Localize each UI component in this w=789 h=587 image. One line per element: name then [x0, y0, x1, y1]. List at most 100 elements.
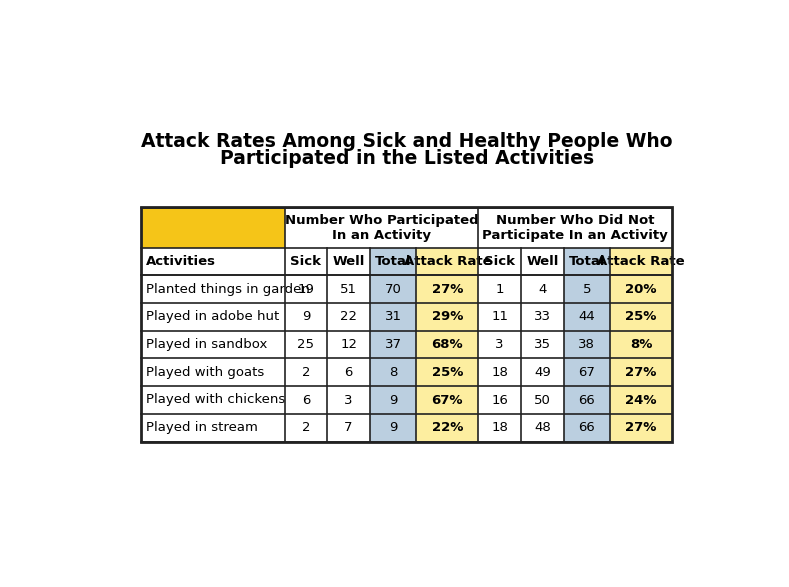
- Text: 22: 22: [340, 311, 357, 323]
- Text: 25: 25: [297, 338, 315, 351]
- Bar: [141, 207, 672, 441]
- Text: 51: 51: [340, 282, 357, 296]
- Bar: [478, 414, 521, 441]
- Bar: [521, 386, 563, 414]
- Bar: [610, 303, 672, 330]
- Text: 33: 33: [534, 311, 551, 323]
- Bar: [327, 248, 370, 275]
- Bar: [478, 275, 521, 303]
- Bar: [610, 248, 672, 275]
- Text: 2: 2: [301, 421, 310, 434]
- Text: 2: 2: [301, 366, 310, 379]
- Bar: [141, 386, 285, 414]
- Bar: [563, 386, 610, 414]
- Bar: [285, 330, 327, 359]
- Bar: [417, 359, 478, 386]
- Text: 9: 9: [389, 421, 398, 434]
- Bar: [370, 330, 417, 359]
- Bar: [327, 414, 370, 441]
- Text: Played in stream: Played in stream: [146, 421, 258, 434]
- Text: Attack Rate: Attack Rate: [403, 255, 492, 268]
- Bar: [610, 275, 672, 303]
- Bar: [563, 248, 610, 275]
- Text: 27%: 27%: [432, 282, 463, 296]
- Bar: [327, 275, 370, 303]
- Text: Played in adobe hut: Played in adobe hut: [146, 311, 279, 323]
- Bar: [370, 275, 417, 303]
- Text: 67: 67: [578, 366, 596, 379]
- Text: 27%: 27%: [626, 421, 656, 434]
- Text: 5: 5: [582, 282, 591, 296]
- Text: 50: 50: [534, 393, 551, 407]
- Bar: [285, 386, 327, 414]
- Text: Sick: Sick: [290, 255, 321, 268]
- Bar: [521, 275, 563, 303]
- Bar: [417, 330, 478, 359]
- Text: 6: 6: [301, 393, 310, 407]
- Bar: [521, 248, 563, 275]
- Bar: [285, 303, 327, 330]
- Bar: [141, 359, 285, 386]
- Bar: [327, 386, 370, 414]
- Bar: [478, 359, 521, 386]
- Text: 4: 4: [538, 282, 547, 296]
- Bar: [285, 359, 327, 386]
- Bar: [417, 414, 478, 441]
- Bar: [417, 248, 478, 275]
- Text: 11: 11: [492, 311, 508, 323]
- Bar: [370, 303, 417, 330]
- Bar: [478, 330, 521, 359]
- Text: 18: 18: [492, 421, 508, 434]
- Text: Sick: Sick: [484, 255, 515, 268]
- Bar: [478, 386, 521, 414]
- Text: 70: 70: [385, 282, 402, 296]
- Text: Activities: Activities: [146, 255, 216, 268]
- Text: 6: 6: [344, 366, 353, 379]
- Bar: [563, 414, 610, 441]
- Text: 44: 44: [578, 311, 595, 323]
- Text: 18: 18: [492, 366, 508, 379]
- Text: Well: Well: [526, 255, 559, 268]
- Bar: [417, 303, 478, 330]
- Text: 29%: 29%: [432, 311, 463, 323]
- Bar: [563, 359, 610, 386]
- Text: 35: 35: [534, 338, 551, 351]
- Text: 24%: 24%: [626, 393, 657, 407]
- Text: 66: 66: [578, 393, 595, 407]
- Text: Total: Total: [569, 255, 605, 268]
- Text: 49: 49: [534, 366, 551, 379]
- Bar: [327, 330, 370, 359]
- Text: 37: 37: [384, 338, 402, 351]
- Bar: [478, 303, 521, 330]
- Bar: [285, 275, 327, 303]
- Bar: [521, 303, 563, 330]
- Bar: [370, 414, 417, 441]
- Bar: [610, 386, 672, 414]
- Bar: [141, 330, 285, 359]
- Bar: [521, 330, 563, 359]
- Bar: [563, 303, 610, 330]
- Bar: [285, 414, 327, 441]
- Text: Number Who Participated
In an Activity: Number Who Participated In an Activity: [285, 214, 478, 241]
- Text: 27%: 27%: [626, 366, 656, 379]
- Bar: [370, 359, 417, 386]
- Bar: [563, 330, 610, 359]
- Text: Played with chickens: Played with chickens: [146, 393, 285, 407]
- Bar: [610, 359, 672, 386]
- Bar: [285, 207, 478, 248]
- Text: Participated in the Listed Activities: Participated in the Listed Activities: [219, 149, 594, 168]
- Bar: [417, 275, 478, 303]
- Text: 38: 38: [578, 338, 596, 351]
- Bar: [478, 207, 672, 248]
- Bar: [141, 275, 285, 303]
- Text: 25%: 25%: [626, 311, 656, 323]
- Bar: [327, 359, 370, 386]
- Bar: [563, 275, 610, 303]
- Text: 3: 3: [495, 338, 504, 351]
- Text: Total: Total: [375, 255, 411, 268]
- Bar: [327, 303, 370, 330]
- Text: Played with goats: Played with goats: [146, 366, 264, 379]
- Bar: [417, 386, 478, 414]
- Text: 8: 8: [389, 366, 398, 379]
- Text: 7: 7: [344, 421, 353, 434]
